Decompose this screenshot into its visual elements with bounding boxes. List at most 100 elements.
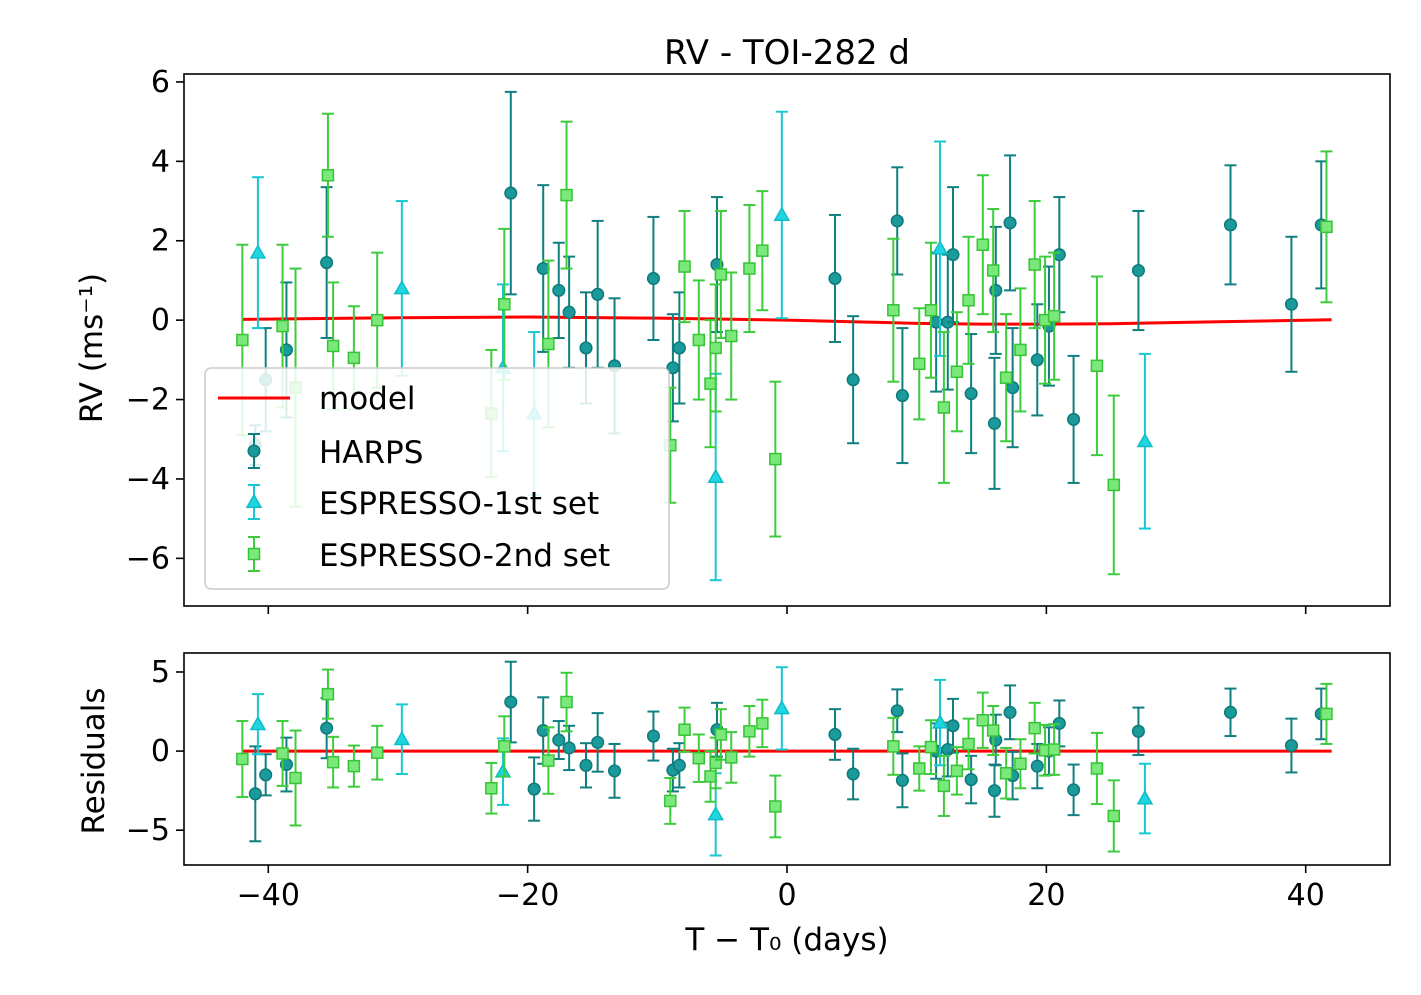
residuals-series-harps (248, 660, 1328, 843)
data-point (236, 752, 249, 766)
data-point (1014, 757, 1027, 770)
rv-y-tick-label: 0 (151, 303, 170, 338)
legend-espresso-1st-swatch (245, 484, 263, 520)
data-point (1107, 809, 1121, 823)
data-point (664, 794, 677, 808)
data-point (946, 248, 960, 262)
data-point (924, 740, 938, 754)
data-point (236, 333, 249, 347)
data-point (320, 256, 334, 270)
residuals-panel: −40 −20 0 20 40 −5 0 5 (126, 652, 1391, 913)
data-point (527, 782, 541, 796)
residuals-y-tick-label: 0 (151, 734, 170, 769)
data-point (890, 214, 904, 228)
data-point (370, 313, 384, 327)
data-point (989, 283, 1003, 297)
data-point (1028, 258, 1041, 271)
data-point (709, 341, 722, 355)
data-point (542, 337, 555, 351)
data-point (773, 206, 791, 221)
data-point (276, 319, 289, 333)
data-point (560, 188, 573, 202)
data-point (707, 805, 724, 821)
data-point (672, 758, 686, 772)
data-point (931, 714, 949, 729)
data-point (704, 770, 717, 783)
data-point (986, 724, 1000, 737)
data-point (393, 730, 411, 746)
data-point (828, 271, 842, 286)
data-point (320, 721, 334, 735)
residuals-x-tick-label: 0 (777, 878, 796, 913)
data-point (1052, 248, 1066, 262)
legend-espresso-2nd-label: ESPRESSO-2nd set (319, 538, 610, 574)
data-point (962, 294, 975, 307)
data-point (1136, 432, 1154, 448)
data-point (562, 305, 576, 319)
data-point (393, 279, 411, 295)
data-point (347, 759, 361, 773)
rv-y-tick-label: −6 (126, 541, 170, 576)
residuals-y-tick-label: 5 (151, 655, 170, 690)
data-point (962, 737, 975, 751)
data-point (552, 283, 566, 297)
data-point (1284, 739, 1298, 753)
data-point (846, 767, 860, 781)
rv-y-tick-label: 2 (151, 224, 170, 259)
data-point (976, 713, 990, 727)
data-point (913, 357, 926, 371)
data-point (1131, 724, 1145, 738)
data-point (591, 735, 605, 749)
data-point (769, 800, 782, 813)
data-point (987, 416, 1002, 430)
data-point (937, 779, 951, 793)
data-point (504, 186, 518, 200)
data-point (1320, 707, 1333, 721)
data-point (579, 758, 593, 772)
data-point (986, 264, 1000, 277)
data-point (1003, 705, 1017, 719)
data-point (1131, 263, 1145, 278)
data-point (1284, 297, 1298, 311)
data-point (560, 695, 573, 709)
data-point (1014, 343, 1027, 357)
data-point (248, 787, 262, 801)
data-point (1030, 353, 1044, 367)
residuals-y-tick-label: −5 (126, 813, 170, 848)
data-point (987, 784, 1002, 798)
legend-marker (247, 547, 261, 561)
data-point (999, 371, 1013, 384)
data-point (846, 373, 860, 387)
residuals-x-tick-label: −40 (237, 878, 300, 913)
data-point (924, 303, 938, 317)
data-point (607, 764, 622, 778)
rv-y-tick-label: −2 (126, 383, 170, 418)
data-point (692, 751, 706, 765)
data-point (743, 725, 756, 738)
data-point (1028, 721, 1041, 735)
residuals-series-espresso-1st-set (249, 666, 1154, 857)
data-point (946, 719, 960, 733)
data-point (890, 704, 904, 718)
data-point (1223, 218, 1238, 232)
residuals-x-tick-label: 40 (1287, 878, 1325, 913)
data-point (964, 387, 978, 401)
data-point (724, 751, 738, 764)
data-point (714, 268, 728, 281)
data-point (249, 244, 267, 259)
data-point (646, 271, 660, 286)
residuals-plot-frame (183, 652, 1391, 866)
data-point (756, 244, 769, 257)
data-point (887, 303, 900, 317)
data-point (579, 341, 593, 355)
legend-box (204, 367, 670, 590)
data-point (591, 287, 605, 301)
data-point (937, 401, 951, 414)
legend-marker (247, 444, 261, 458)
data-point (1067, 783, 1081, 797)
data-point (769, 452, 782, 466)
data-point (931, 240, 949, 255)
data-point (724, 329, 738, 343)
data-point (976, 238, 990, 251)
